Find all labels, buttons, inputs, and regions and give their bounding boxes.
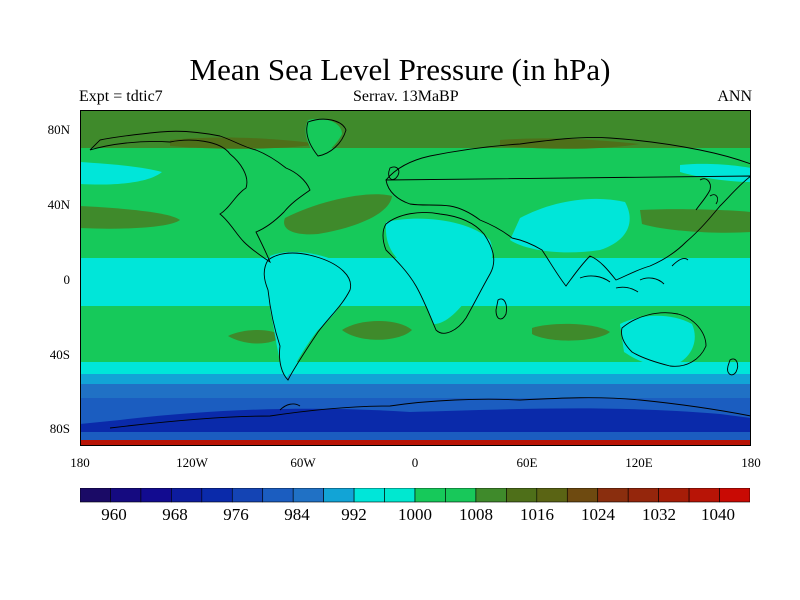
coast-madagascar — [495, 298, 507, 320]
pressure-bands — [80, 110, 751, 446]
patch-africa-cyan — [385, 218, 493, 324]
coast-british-isles — [388, 166, 400, 180]
colorbar-box — [719, 488, 750, 503]
x-tick-0: 0 — [411, 455, 419, 470]
x-tick-60e: 60E — [516, 455, 538, 470]
colorbar-box — [688, 488, 720, 503]
colorbar-box — [353, 488, 385, 503]
x-tick-180w: 180 — [70, 455, 90, 470]
chart-title: Mean Sea Level Pressure (in hPa) — [189, 52, 611, 87]
experiment-label: Expt = tdtic7 — [79, 88, 163, 105]
band-cyan-south — [80, 362, 751, 374]
y-tick-40n: 40N — [47, 197, 70, 212]
colorbar-box — [384, 488, 416, 503]
band-light-blue — [80, 374, 751, 384]
x-tick-60w: 60W — [290, 455, 316, 470]
colorbar-box — [566, 488, 599, 503]
patch-south-america-cyan — [270, 251, 351, 378]
patch-aleutian — [680, 163, 751, 182]
coast-eurasia — [385, 137, 751, 287]
colorbar-label-1016: 1016 — [520, 505, 554, 524]
colorbar-box — [262, 488, 294, 503]
patch-north-pacific-high — [80, 206, 180, 229]
map-frame — [80, 110, 751, 446]
x-tick-120e: 120E — [625, 455, 653, 470]
coast-north-america — [89, 130, 311, 264]
colorbar-box — [445, 488, 477, 503]
colorbar-label-992: 992 — [341, 505, 367, 524]
colorbar-box — [140, 488, 172, 503]
patch-north-pacific-low — [80, 162, 162, 185]
pressure-patches — [80, 118, 751, 432]
y-tick-80s: 80S — [49, 421, 70, 436]
y-tick-80n: 80N — [47, 122, 70, 137]
season-label: ANN — [717, 88, 752, 105]
colorbar-box — [292, 488, 324, 503]
patch-greenland-green — [305, 118, 342, 156]
patch-polar-high — [170, 137, 320, 149]
colorbar-box — [231, 488, 264, 503]
colorbar-box — [658, 488, 690, 503]
colorbar-box — [201, 488, 233, 503]
colorbar-boxes — [80, 488, 750, 503]
colorbar-label-1000: 1000 — [398, 505, 432, 524]
colorbar-label-1040: 1040 — [701, 505, 735, 524]
colorbar-label-1008: 1008 — [459, 505, 493, 524]
coastlines — [89, 118, 751, 429]
patch-atlantic-high — [284, 194, 392, 235]
band-mid-blue — [80, 384, 751, 398]
colorbar-label-1024: 1024 — [581, 505, 615, 524]
patch-asian-low — [510, 198, 630, 253]
colorbar-label-968: 968 — [162, 505, 188, 524]
colorbar-box — [323, 488, 355, 503]
y-tick-0: 0 — [63, 272, 71, 287]
coast-new-zealand — [727, 358, 739, 376]
x-tick-180e: 180 — [741, 455, 761, 470]
y-tick-40s: 40S — [49, 347, 70, 362]
colorbar-box — [506, 488, 538, 503]
coast-indonesia — [579, 257, 689, 293]
patch-deep-low-antarctic — [80, 408, 751, 432]
coast-south-america — [263, 252, 352, 381]
coast-australia — [621, 312, 707, 367]
colorbar — [80, 488, 750, 503]
period-label: Serrav. 13MaBP — [353, 88, 459, 105]
coast-japan — [695, 178, 719, 211]
colorbar-label-976: 976 — [223, 505, 249, 524]
x-tick-120w: 120W — [176, 455, 208, 470]
colorbar-label-984: 984 — [284, 505, 310, 524]
colorbar-box — [627, 488, 659, 503]
coast-greenland — [306, 118, 347, 157]
patch-south-pacific-high — [228, 330, 282, 344]
colorbar-box — [414, 488, 446, 503]
colorbar-box — [475, 488, 507, 503]
coast-africa — [382, 212, 495, 334]
patch-australia-cyan — [620, 315, 695, 367]
colorbar-box — [171, 488, 203, 503]
coast-antarctica — [109, 397, 751, 429]
patch-indian-high — [532, 323, 610, 341]
patch-west-pacific-high — [640, 209, 751, 233]
colorbar-box — [80, 488, 111, 503]
patch-siberian-high — [500, 138, 640, 149]
patch-south-atlantic-high — [342, 321, 412, 340]
colorbar-box — [110, 488, 142, 503]
colorbar-label-1032: 1032 — [642, 505, 676, 524]
colorbar-box — [597, 488, 629, 503]
band-high-edge — [80, 440, 751, 446]
pressure-map — [80, 110, 751, 446]
colorbar-label-960: 960 — [101, 505, 127, 524]
colorbar-box — [536, 488, 568, 503]
